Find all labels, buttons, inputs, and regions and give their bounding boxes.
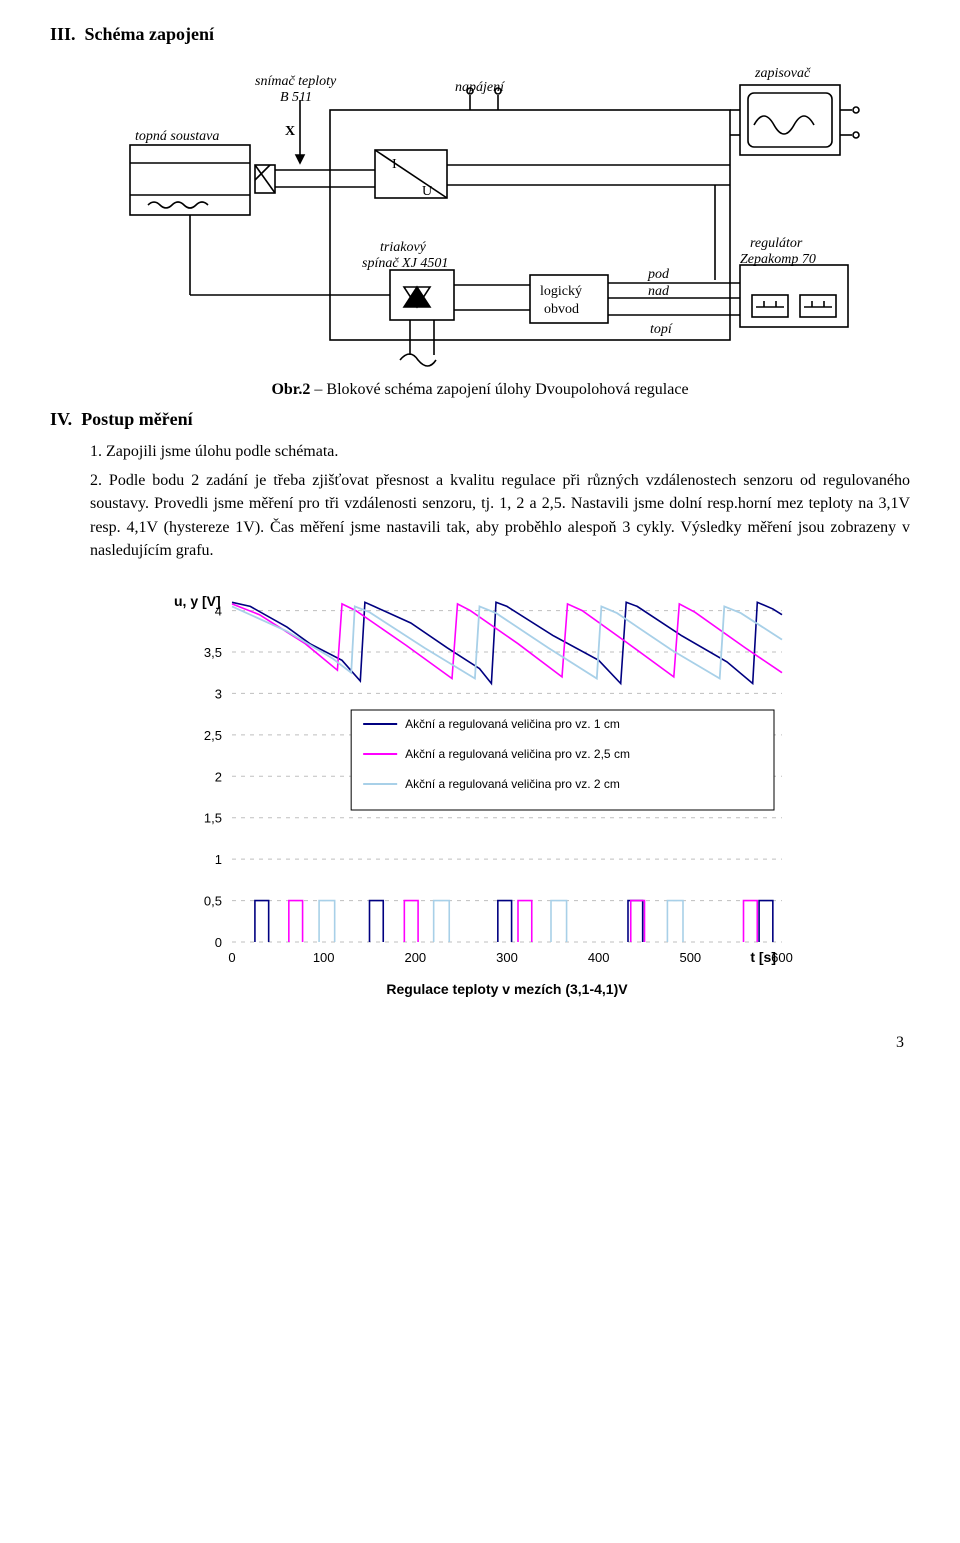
svg-text:400: 400 (588, 950, 610, 965)
svg-text:500: 500 (679, 950, 701, 965)
list-item-1: 1. Zapojili jsme úlohu podle schémata. (90, 440, 910, 463)
lbl-triak2: spínač XJ 4501 (362, 256, 448, 271)
svg-text:200: 200 (404, 950, 426, 965)
svg-text:t [s]: t [s] (750, 949, 776, 965)
schematic-diagram: topná soustava snímač teploty B 511 X na… (100, 55, 860, 375)
lbl-nad: nad (648, 284, 670, 299)
sec4-num: IV. (50, 409, 72, 429)
svg-text:300: 300 (496, 950, 518, 965)
cap-prefix: Obr.2 (271, 381, 310, 398)
lbl-napajeni: napájení (455, 80, 505, 95)
svg-text:Akční a regulovaná veličina pr: Akční a regulovaná veličina pro vz. 1 cm (405, 717, 620, 731)
list-item-2: 2. Podle bodu 2 zadání je třeba zjišťova… (90, 469, 910, 562)
sec4-title: Postup měření (81, 409, 193, 429)
svg-text:3: 3 (215, 686, 222, 701)
svg-text:2,5: 2,5 (204, 728, 222, 743)
svg-text:Regulace teploty v mezích (3,1: Regulace teploty v mezích (3,1-4,1)V (386, 981, 628, 997)
lbl-log2: obvod (544, 302, 579, 317)
lbl-topi: topí (650, 322, 673, 337)
lbl-zapisov: zapisovač (754, 66, 811, 81)
svg-text:Akční a regulovaná veličina pr: Akční a regulovaná veličina pro vz. 2 cm (405, 777, 620, 791)
lbl-reg2: Zepakomp 70 (740, 252, 816, 267)
sec3-num: III. (50, 24, 76, 44)
svg-text:Akční a regulovaná veličina pr: Akční a regulovaná veličina pro vz. 2,5 … (405, 747, 630, 761)
cap-rest: Blokové schéma zapojení úlohy Dvoupoloho… (326, 381, 688, 398)
svg-text:100: 100 (313, 950, 335, 965)
lbl-I: I (392, 157, 397, 172)
lbl-topna: topná soustava (135, 129, 219, 144)
sec3-title: Schéma zapojení (85, 24, 215, 44)
figure-caption: Obr.2 – Blokové schéma zapojení úlohy Dv… (50, 381, 910, 399)
lbl-X: X (285, 124, 295, 139)
lbl-reg1: regulátor (750, 236, 803, 251)
svg-text:2: 2 (215, 769, 222, 784)
svg-text:0,5: 0,5 (204, 894, 222, 909)
svg-text:3,5: 3,5 (204, 645, 222, 660)
lbl-triak1: triakový (380, 240, 427, 255)
lbl-snimac2: B 511 (280, 90, 312, 105)
svg-text:u, y [V]: u, y [V] (174, 593, 221, 609)
lbl-pod: pod (647, 267, 670, 282)
lbl-log1: logický (540, 284, 582, 299)
page-number: 3 (50, 1034, 910, 1052)
svg-text:1: 1 (215, 852, 222, 867)
svg-text:1,5: 1,5 (204, 811, 222, 826)
lbl-U: U (422, 184, 432, 199)
regulation-chart: 00,511,522,533,540100200300400500600u, y… (160, 582, 800, 1012)
cap-dash: – (310, 381, 326, 398)
lbl-snimac1: snímač teploty (255, 74, 337, 89)
svg-text:0: 0 (228, 950, 235, 965)
svg-text:0: 0 (215, 935, 222, 950)
